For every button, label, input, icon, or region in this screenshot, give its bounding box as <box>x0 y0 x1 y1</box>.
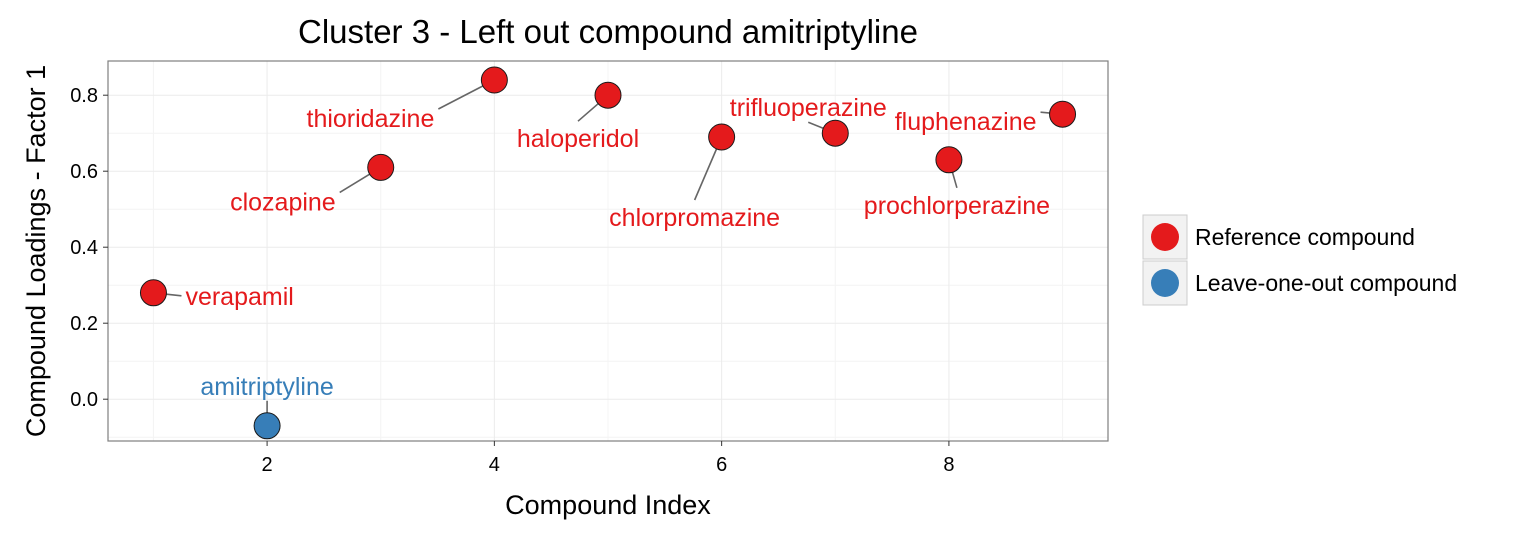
point-label: thioridazine <box>307 105 435 133</box>
x-tick-label: 2 <box>262 454 273 476</box>
data-point <box>480 66 508 94</box>
y-tick-label: 0.0 <box>70 389 98 411</box>
data-point <box>367 153 395 181</box>
y-tick-label: 0.4 <box>70 237 98 259</box>
point-label: trifluoperazine <box>730 94 887 122</box>
x-tick-label: 8 <box>943 454 954 476</box>
plot-border <box>107 60 1109 442</box>
data-points <box>139 66 1077 440</box>
y-axis: 0.0 0.2 0.4 0.6 0.8 <box>70 85 108 411</box>
data-point <box>139 279 167 307</box>
data-point <box>1049 100 1077 128</box>
legend-label: Leave-one-out compound <box>1195 270 1457 296</box>
y-tick-label: 0.2 <box>70 313 98 335</box>
legend-swatch <box>1151 223 1179 251</box>
plot-panel: verapamil clozapine thioridazine haloperido… <box>107 60 1109 442</box>
point-label: verapamil <box>185 283 293 311</box>
x-axis-title: Compound Index <box>505 490 711 520</box>
legend-swatch <box>1151 269 1179 297</box>
point-label: chlorpromazine <box>609 204 780 232</box>
data-point <box>594 81 622 109</box>
point-label: clozapine <box>230 188 336 216</box>
data-point <box>253 412 281 440</box>
point-labels: verapamil clozapine thioridazine haloperido… <box>185 94 1050 401</box>
x-tick-label: 4 <box>489 454 500 476</box>
point-label: haloperidol <box>517 125 639 153</box>
data-point <box>821 119 849 147</box>
y-tick-label: 0.8 <box>70 85 98 107</box>
x-tick-label: 6 <box>716 454 727 476</box>
y-axis-title: Compound Loadings - Factor 1 <box>21 65 51 437</box>
point-label: fluphenazine <box>895 108 1037 136</box>
x-axis: 2 4 6 8 <box>262 441 954 476</box>
point-label: amitriptyline <box>200 373 333 401</box>
point-label: prochlorperazine <box>864 192 1050 220</box>
chart-title: Cluster 3 - Left out compound amitriptyl… <box>298 13 918 50</box>
data-point <box>708 123 736 151</box>
data-point <box>935 146 963 174</box>
y-tick-label: 0.6 <box>70 161 98 183</box>
legend-label: Reference compound <box>1195 224 1415 250</box>
legend: Reference compound Leave-one-out compound <box>1142 214 1457 306</box>
